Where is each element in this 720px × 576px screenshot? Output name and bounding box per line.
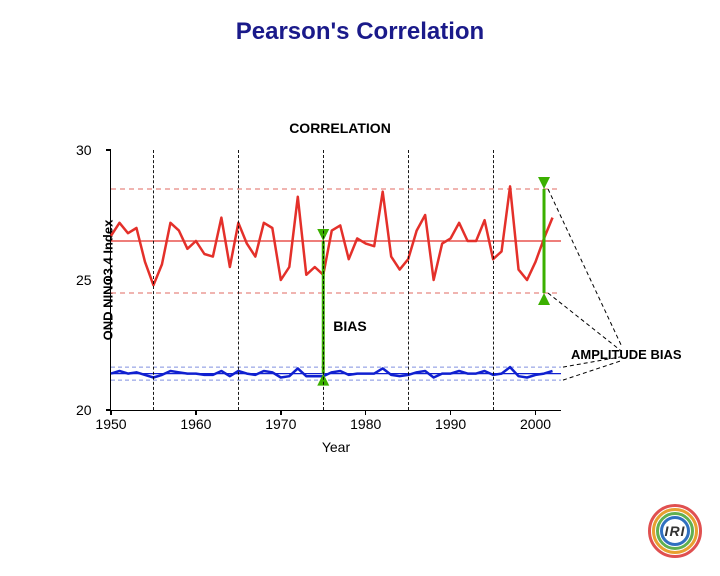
x-axis-label: Year	[111, 439, 561, 455]
x-tick-label: 1950	[95, 416, 126, 432]
y-tick-label: 30	[76, 142, 92, 158]
x-tick-label: 1960	[180, 416, 211, 432]
chart-container: CORRELATION OND NINO3.4 Index Year 20253…	[60, 120, 620, 480]
x-tick-label: 1980	[350, 416, 381, 432]
plot-area: OND NINO3.4 Index Year 20253019501960197…	[110, 150, 561, 411]
y-tick-label: 25	[76, 272, 92, 288]
chart-title: CORRELATION	[60, 120, 620, 136]
page-title: Pearson's Correlation	[0, 18, 720, 46]
x-tick-label: 2000	[520, 416, 551, 432]
iri-logo: IRI	[648, 504, 702, 558]
bias-label: BIAS	[333, 318, 366, 334]
amplitude-bias-label: AMPLITUDE BIAS	[571, 347, 682, 362]
logo-text: IRI	[665, 523, 686, 539]
x-tick-label: 1990	[435, 416, 466, 432]
y-tick-label: 20	[76, 402, 92, 418]
x-tick-label: 1970	[265, 416, 296, 432]
